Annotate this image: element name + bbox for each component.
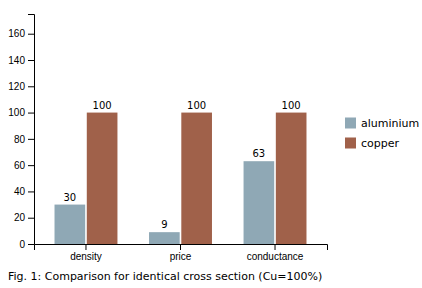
y-tick: 40 <box>14 186 34 197</box>
tick-label: 0 <box>19 239 25 250</box>
legend-item: aluminium <box>345 117 419 130</box>
legend-swatch <box>345 138 356 149</box>
tick-mark <box>28 218 34 219</box>
y-tick: 60 <box>14 160 34 171</box>
tick-label: 160 <box>8 28 25 39</box>
y-tick: 120 <box>8 81 34 92</box>
bar <box>149 232 180 244</box>
legend-item: copper <box>345 137 400 150</box>
axis-line <box>28 15 35 245</box>
tick-label: 60 <box>14 160 26 171</box>
caption: Fig. 1: Comparison for identical cross s… <box>8 270 322 283</box>
chart: 0 20 40 60 80 100 120 140 160 density price conduct… <box>0 0 422 288</box>
tick-mark <box>28 244 34 245</box>
tick-label: 140 <box>8 55 25 66</box>
legend-label: aluminium <box>361 117 419 130</box>
bar <box>276 113 307 244</box>
tick-label: price <box>170 251 192 262</box>
data-label: 30 <box>63 192 76 203</box>
tick-mark <box>85 244 86 250</box>
tick-mark <box>28 113 34 114</box>
tick-mark <box>28 139 34 140</box>
data-label: 100 <box>93 100 112 111</box>
legend: aluminium copper <box>345 117 419 150</box>
x-axis: density price conductance <box>35 244 328 262</box>
tick-label: 120 <box>8 81 25 92</box>
tick-mark <box>180 244 181 250</box>
legend-swatch <box>345 118 356 129</box>
data-label: 100 <box>187 100 206 111</box>
tick-mark <box>28 165 34 166</box>
y-tick: 140 <box>8 55 34 66</box>
x-tick: density <box>70 244 102 262</box>
y-tick: 0 <box>19 239 34 250</box>
tick-mark <box>28 191 34 192</box>
tick-label: 40 <box>14 186 26 197</box>
axis-line <box>35 245 328 251</box>
y-tick: 160 <box>8 28 34 39</box>
tick-label: density <box>70 251 102 262</box>
data-label: 100 <box>282 100 301 111</box>
x-tick: conductance <box>247 244 304 262</box>
y-tick: 100 <box>8 107 34 118</box>
tick-label: 80 <box>14 134 26 145</box>
bar <box>244 161 275 244</box>
tick-label: 20 <box>14 212 26 223</box>
y-tick: 80 <box>14 134 34 145</box>
y-tick: 20 <box>14 212 34 223</box>
tick-mark <box>28 86 34 87</box>
bar <box>55 205 86 244</box>
x-tick: price <box>170 244 192 262</box>
bar <box>87 113 118 244</box>
data-labels: 30 9 63 100 100 100 <box>63 100 300 231</box>
tick-mark <box>28 34 34 35</box>
tick-label: conductance <box>247 251 304 262</box>
bar <box>181 113 212 244</box>
tick-mark <box>275 244 276 250</box>
legend-label: copper <box>361 137 400 150</box>
tick-label: 100 <box>8 107 25 118</box>
y-axis: 0 20 40 60 80 100 120 140 160 <box>8 15 34 250</box>
data-label: 9 <box>161 219 167 230</box>
plot-area: 0 20 40 60 80 100 120 140 160 density price conduct… <box>8 15 327 263</box>
data-label: 63 <box>253 148 266 159</box>
bars <box>55 113 307 244</box>
tick-mark <box>28 60 34 61</box>
